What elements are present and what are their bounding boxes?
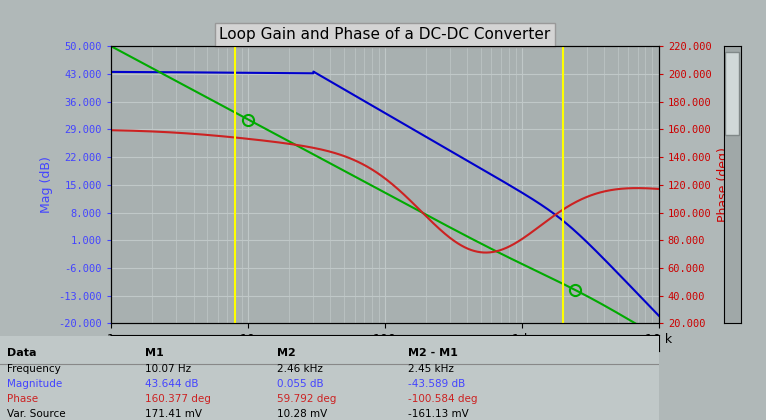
- Text: 0.055 dB: 0.055 dB: [277, 379, 323, 389]
- Text: Var. Source: Var. Source: [7, 409, 65, 419]
- Bar: [725, 52, 739, 135]
- Title: Loop Gain and Phase of a DC-DC Converter: Loop Gain and Phase of a DC-DC Converter: [219, 27, 551, 42]
- Text: -100.584 deg: -100.584 deg: [408, 394, 478, 404]
- Text: M2 - M1: M2 - M1: [408, 348, 458, 358]
- Text: Magnitude: Magnitude: [7, 379, 62, 389]
- Text: Data: Data: [7, 348, 36, 358]
- Text: 2.45 kHz: 2.45 kHz: [408, 364, 454, 374]
- Text: -161.13 mV: -161.13 mV: [408, 409, 470, 419]
- Text: 59.792 deg: 59.792 deg: [277, 394, 336, 404]
- Bar: [116, 336, 610, 349]
- Text: 171.41 mV: 171.41 mV: [145, 409, 202, 419]
- Text: Phase: Phase: [7, 394, 38, 404]
- Text: M2: M2: [277, 348, 296, 358]
- Text: Frequency: Frequency: [7, 364, 61, 374]
- Text: 10.07 Hz: 10.07 Hz: [145, 364, 191, 374]
- Text: -43.589 dB: -43.589 dB: [408, 379, 466, 389]
- Text: 10.28 mV: 10.28 mV: [277, 409, 327, 419]
- Text: M1: M1: [145, 348, 164, 358]
- Y-axis label: Phase (deg): Phase (deg): [717, 147, 730, 222]
- Text: 2.46 kHz: 2.46 kHz: [277, 364, 322, 374]
- Y-axis label: Mag (dB): Mag (dB): [40, 156, 53, 213]
- Text: 160.377 deg: 160.377 deg: [145, 394, 211, 404]
- Text: 43.644 dB: 43.644 dB: [145, 379, 198, 389]
